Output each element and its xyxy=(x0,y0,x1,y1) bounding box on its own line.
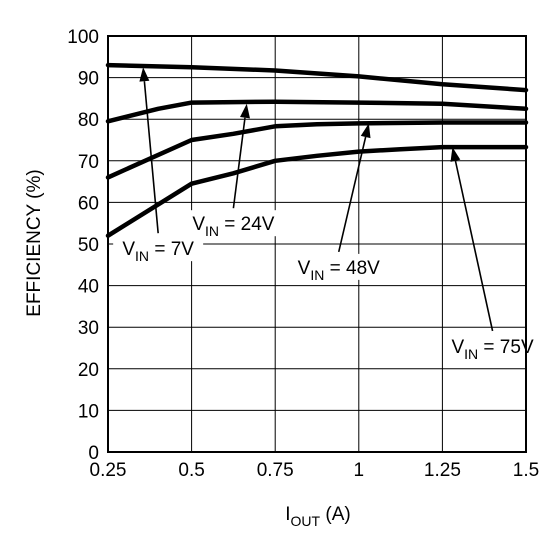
x-axis-title-sub: OUT xyxy=(291,513,321,529)
x-tick-label: 0.75 xyxy=(257,460,294,481)
annotation-label-sub: IN xyxy=(464,346,478,362)
y-tick-label: 40 xyxy=(78,277,99,298)
y-tick-label: 10 xyxy=(78,401,99,422)
annotation-arrow-line xyxy=(337,136,367,253)
x-tick-label: 1.5 xyxy=(513,460,539,481)
series-layer xyxy=(105,62,529,238)
annotation-label-value: = 48V xyxy=(324,258,380,279)
x-tick-label: 1 xyxy=(354,460,365,481)
annotation-arrowhead xyxy=(360,123,371,139)
y-axis-title: EFFICIENCY (%) xyxy=(24,169,45,316)
annotation-label-v: V xyxy=(298,258,311,279)
series-line-0 xyxy=(105,62,529,93)
annotation-label-sub: IN xyxy=(310,267,324,283)
annotation-label-v: V xyxy=(451,337,464,358)
annotation-label-sub: IN xyxy=(135,248,149,264)
y-tick-label: 50 xyxy=(78,235,99,256)
y-tick-label: 90 xyxy=(78,69,99,90)
annotation-label-v: V xyxy=(122,239,135,260)
y-tick-label: 0 xyxy=(88,443,99,464)
annotation-label-value: = 24V xyxy=(219,214,275,235)
x-tick-label: 0.5 xyxy=(178,460,204,481)
annotation-label-bg xyxy=(447,332,538,359)
series-line-3 xyxy=(105,144,529,238)
annotation-label: VIN = 48V xyxy=(298,258,380,283)
y-tick-label: 80 xyxy=(78,110,99,131)
annotation-label: VIN = 7V xyxy=(122,239,194,264)
y-tick-label: 70 xyxy=(78,152,99,173)
series-line-2 xyxy=(105,120,529,180)
annotation-arrow-line xyxy=(143,81,159,234)
annotation-label-v: V xyxy=(192,214,205,235)
annotation-arrow-line xyxy=(454,160,494,332)
annotation-arrowhead xyxy=(450,147,461,162)
x-tick-label: 1.25 xyxy=(424,460,461,481)
annotation-arrow-line xyxy=(232,117,246,209)
y-tick-label: 30 xyxy=(78,318,99,339)
annotation-arrowhead xyxy=(240,103,250,119)
y-tick-label: 60 xyxy=(78,193,99,214)
x-axis-title-unit: (A) xyxy=(320,504,351,525)
annotation-label-value: = 7V xyxy=(149,239,194,260)
y-tick-label: 100 xyxy=(67,27,99,48)
x-axis-title-main: I xyxy=(285,504,290,525)
annotation-label-sub: IN xyxy=(205,223,219,239)
x-tick-label: 0.25 xyxy=(90,460,127,481)
annotation-arrowhead xyxy=(139,67,150,82)
annotation-label-bg xyxy=(113,235,204,262)
annotation-label: VIN = 24V xyxy=(192,214,274,239)
tick-labels: 0 10 20 30 40 50 60 70 80 90 100 0.25 0.5 0.75 1 1.25 1.… xyxy=(67,27,539,481)
x-axis-title: IOUT (A) xyxy=(285,504,350,529)
y-tick-label: 20 xyxy=(78,360,99,381)
annotation-label-bg xyxy=(188,210,279,237)
plot-frame xyxy=(107,35,527,453)
annotation-label-bg xyxy=(293,253,384,280)
annotation-label-value: = 75V xyxy=(478,337,534,358)
annotation-label: VIN = 75V xyxy=(451,337,533,362)
series-line-1 xyxy=(105,99,529,124)
